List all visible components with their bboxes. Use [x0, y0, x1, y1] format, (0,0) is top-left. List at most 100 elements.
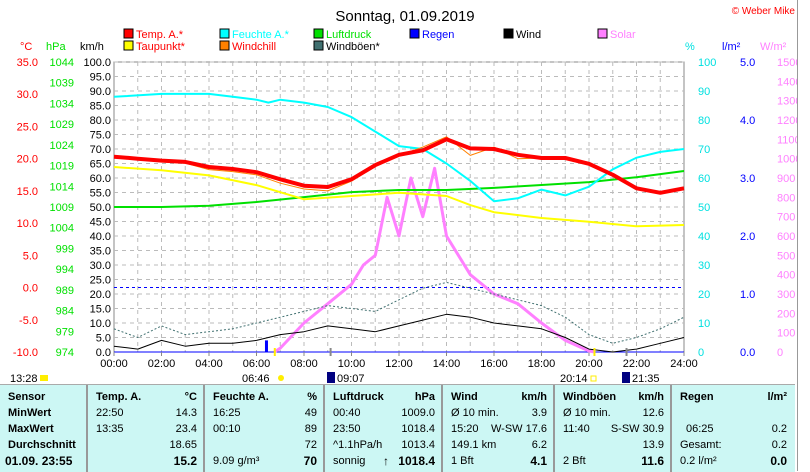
weather-chart: Sonntag, 01.09.2019 © Weber Mike Temp. A…	[10, 6, 797, 384]
gust-max: S-SW 30.9	[610, 423, 664, 435]
y-tick-kmh: 0.0	[96, 347, 111, 359]
x-tick-label: 08:00	[290, 358, 318, 370]
gust-avg-label: Ø 10 min.	[563, 407, 611, 419]
y-tick-temp: 20.0	[17, 154, 38, 166]
legend-label: Windböen*	[326, 41, 381, 53]
gust-bft: 2 Bft	[563, 455, 586, 467]
y-tick-temp: -5.0	[19, 315, 38, 327]
astro-markers: 13:28 06:46 09:07 20:14 21:35	[10, 372, 660, 384]
col-sensor: Sensor MinWert MaxWert Durchschnitt 01.0…	[0, 385, 88, 472]
y-tick-kmh: 95.0	[90, 72, 111, 84]
x-tick-label: 06:00	[243, 358, 271, 370]
press-header: Luftdruck	[333, 391, 384, 403]
wind-unit: km/h	[521, 391, 547, 403]
y-tick-kmh: 5.0	[96, 333, 111, 345]
y-tick-solar: 1500	[777, 57, 797, 69]
series-line-solar	[273, 166, 596, 354]
y-tick-kmh: 20.0	[90, 289, 111, 301]
y-tick-solar: 400	[777, 270, 795, 282]
x-tick-label: 22:00	[623, 358, 651, 370]
y-tick-pct: 40	[698, 231, 710, 243]
hum-current: 70	[303, 454, 317, 468]
y-tick-kmh: 65.0	[90, 159, 111, 171]
legend-swatch	[503, 28, 514, 39]
y-tick-temp: 30.0	[17, 89, 38, 101]
sunrise-icon	[278, 375, 284, 381]
wind-max-time: 15:20	[451, 423, 479, 435]
press-current: 1018.4	[398, 454, 435, 468]
y-tick-hpa: 1034	[50, 98, 74, 110]
legend-label: Luftdruck	[326, 29, 372, 41]
col-humidity: Feuchte A.% 16:25 49 00:10 89 72 9.09 g/m³…	[205, 385, 325, 472]
legend-swatch	[597, 28, 608, 39]
temp-avg: 18.65	[169, 439, 197, 451]
press-unit: hPa	[414, 391, 435, 403]
y-tick-pct: 50	[698, 202, 710, 214]
temp-current: 15.2	[173, 454, 197, 468]
press-max-time: 23:50	[333, 423, 361, 435]
y-tick-solar: 700	[777, 212, 795, 224]
y-tick-solar: 0	[777, 347, 783, 359]
series-line-windböen	[113, 281, 685, 344]
gust-avg: 13.9	[642, 439, 664, 451]
y-tick-kmh: 90.0	[90, 86, 111, 98]
y-tick-hpa: 1039	[50, 78, 74, 90]
gust-max-time: 11:40	[563, 423, 590, 435]
now-time: 13:28	[10, 373, 38, 384]
y-tick-kmh: 30.0	[90, 260, 111, 272]
axis-unit-kmh: km/h	[80, 41, 104, 53]
press-min: 1009.0	[401, 407, 435, 419]
y-tick-kmh: 10.0	[90, 318, 111, 330]
series-line-feuchtea	[113, 92, 685, 203]
wind-max: W-SW 17.6	[490, 423, 547, 435]
legend-swatch	[219, 40, 230, 51]
y-tick-solar: 1300	[777, 96, 797, 108]
y-tick-solar: 1200	[777, 115, 797, 127]
y-tick-kmh: 75.0	[90, 130, 111, 142]
y-tick-temp: -10.0	[13, 347, 38, 359]
moon-phase-icon	[40, 375, 48, 381]
sunrise-time: 06:46	[242, 373, 270, 384]
wind-avg10: 3.9	[531, 407, 547, 419]
y-tick-rain: 1.0	[740, 289, 755, 301]
y-tick-rain: 2.0	[740, 231, 755, 243]
y-tick-hpa: 1014	[50, 181, 74, 193]
y-tick-temp: 10.0	[17, 218, 38, 230]
press-min-time: 00:40	[333, 407, 361, 419]
y-tick-solar: 1100	[777, 134, 797, 146]
legend-label: Windchill	[232, 41, 276, 53]
y-tick-temp: 25.0	[17, 121, 38, 133]
press-forecast: sonnig	[333, 455, 366, 467]
y-tick-kmh: 80.0	[90, 115, 111, 127]
y-tick-hpa: 994	[56, 264, 74, 276]
col-gust: Windböen km/h Ø 10 min. 12.6 11:40 S-SW 30.…	[555, 385, 672, 472]
axis-ticks: 35.0 30.0 25.0 20.0 15.0 10.0 5.0 0.0 -5.0 -10.0 1…	[13, 57, 797, 370]
x-tick-label: 24:00	[670, 358, 698, 370]
y-tick-pct: 90	[698, 86, 710, 98]
row-label-avg: Durchschnitt	[8, 439, 76, 451]
axis-unit-temp: °C	[20, 41, 32, 53]
temp-max: 23.4	[175, 423, 197, 435]
axis-unit-solar: W/m²	[760, 41, 787, 53]
wind-avg-label: Ø 10 min.	[451, 407, 499, 419]
y-tick-kmh: 25.0	[90, 275, 111, 287]
row-label-min: MinWert	[8, 407, 52, 419]
legend-label: Taupunkt*	[136, 41, 186, 53]
hum-max-time: 00:10	[213, 423, 241, 435]
press-trend: ^1.1hPa/h	[333, 439, 383, 451]
y-tick-hpa: 989	[56, 285, 74, 297]
sunset-time: 20:14	[560, 373, 588, 384]
hum-avg: 72	[304, 439, 317, 451]
y-tick-solar: 100	[777, 328, 795, 340]
y-tick-kmh: 35.0	[90, 246, 111, 258]
y-tick-rain: 4.0	[740, 115, 755, 127]
legend-label: Wind	[516, 29, 541, 41]
y-tick-rain: 3.0	[740, 173, 755, 185]
y-tick-kmh: 70.0	[90, 144, 111, 156]
y-tick-pct: 60	[698, 173, 710, 185]
y-tick-kmh: 85.0	[90, 101, 111, 113]
y-tick-solar: 800	[777, 192, 795, 204]
y-tick-hpa: 1004	[50, 223, 74, 235]
y-tick-temp: 5.0	[23, 250, 38, 262]
